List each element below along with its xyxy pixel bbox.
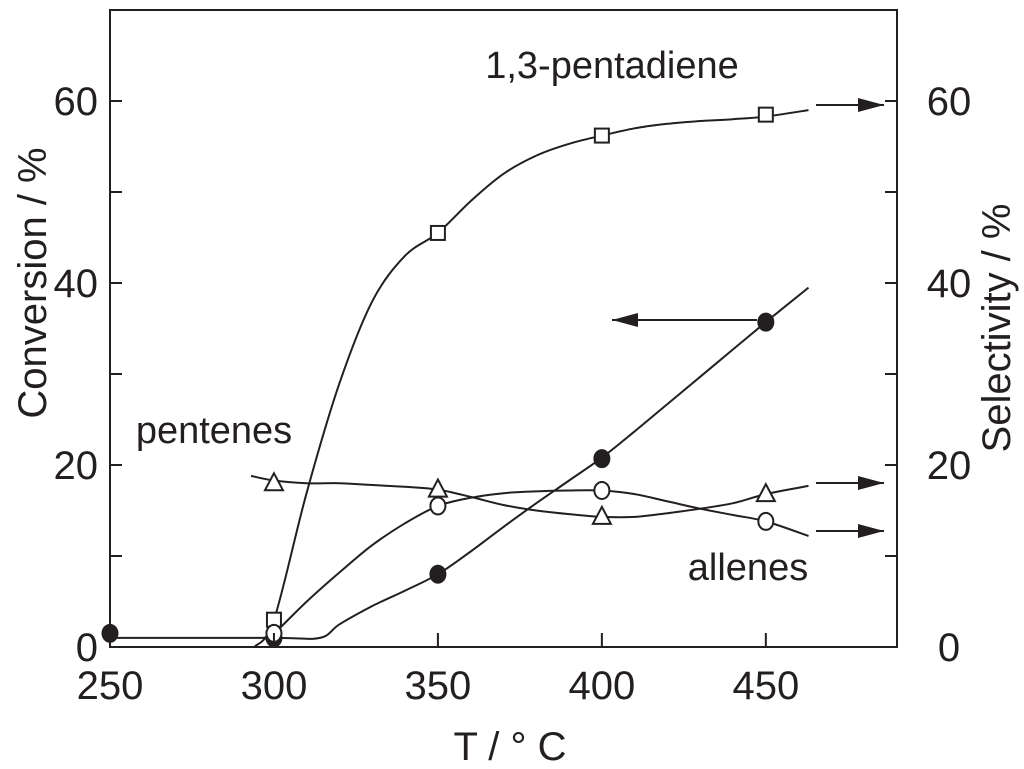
y-left-tick-label: 60	[54, 80, 99, 124]
annotation-pentenes: pentenes	[136, 410, 292, 452]
y-axis-left-label: Conversion / %	[11, 147, 55, 418]
y-left-tick-label: 20	[54, 444, 99, 488]
plot-frame	[109, 9, 898, 648]
data-markers	[101, 106, 777, 648]
point-allenes	[429, 496, 447, 516]
point-conversion	[757, 312, 775, 332]
point-conversion	[593, 449, 611, 469]
arrow-allenes-right-head	[858, 524, 884, 538]
curve-conversion	[109, 286, 810, 640]
point-1-3-pentadiene	[429, 224, 446, 241]
x-tick-label: 250	[77, 664, 144, 708]
y-right-tick-label: 0	[938, 626, 960, 670]
point-1-3-pentadiene	[593, 127, 610, 144]
x-tick-label: 400	[569, 664, 636, 708]
point-pentenes	[263, 471, 285, 492]
point-allenes	[757, 511, 775, 531]
curve-1-3-pentadiene	[253, 109, 809, 648]
x-axis-label: T / ° C	[453, 725, 566, 769]
axis-arrows	[612, 98, 884, 538]
point-allenes	[593, 480, 611, 500]
point-1-3-pentadiene	[757, 106, 774, 123]
y-right-tick-label: 60	[927, 80, 972, 124]
y-left-tick-label: 40	[54, 262, 99, 306]
curve-allenes	[263, 489, 809, 639]
point-pentenes	[755, 481, 777, 503]
curve-pentenes	[250, 474, 809, 519]
y-axis-right-label: Selectivity / %	[975, 204, 1019, 453]
arrow-pentadiene-right-head	[858, 98, 884, 112]
y-left-tick-label: 0	[76, 626, 98, 670]
y-right-tick-label: 40	[927, 262, 972, 306]
arrow-pentenes-right-head	[858, 476, 884, 490]
series-curves	[109, 109, 810, 648]
annotation-allenes: allenes	[688, 547, 808, 589]
arrow-conversion-left-head	[612, 313, 638, 327]
y-right-tick-label: 20	[927, 444, 972, 488]
axis-ticks: 250 300 350 400 450 0 0 20 20 40 40 60 60	[54, 9, 972, 708]
x-tick-label: 350	[405, 664, 472, 708]
annotation-pentadiene: 1,3-pentadiene	[485, 45, 739, 87]
point-conversion	[429, 564, 447, 584]
x-tick-label: 300	[241, 664, 308, 708]
point-pentenes	[591, 504, 613, 525]
x-tick-label: 450	[732, 664, 799, 708]
